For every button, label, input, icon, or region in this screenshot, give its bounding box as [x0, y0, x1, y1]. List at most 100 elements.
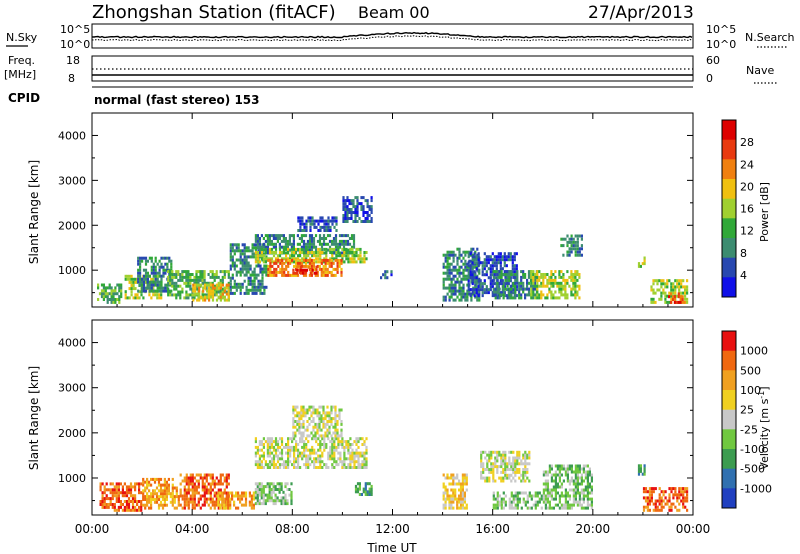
- heatmap-cell: [500, 278, 503, 282]
- heatmap-cell: [498, 287, 501, 291]
- heatmap-cell: [347, 451, 350, 455]
- heatmap-cell: [105, 488, 108, 492]
- heatmap-cell: [146, 259, 149, 263]
- heatmap-cell: [156, 296, 159, 300]
- heatmap-cell: [117, 500, 120, 503]
- heatmap-cell: [256, 499, 259, 503]
- heatmap-cell: [654, 487, 657, 491]
- heatmap-cell: [578, 491, 581, 495]
- heatmap-cell: [291, 445, 294, 449]
- heatmap-cell: [477, 285, 480, 289]
- heatmap-cell: [296, 428, 299, 432]
- heatmap-cell: [233, 267, 236, 271]
- heatmap-cell: [274, 451, 278, 455]
- heatmap-cell: [448, 283, 451, 287]
- heatmap-cell: [552, 278, 555, 282]
- heatmap-cell: [300, 234, 303, 238]
- heatmap-cell: [248, 503, 251, 507]
- heatmap-cell: [219, 503, 222, 507]
- heatmap-cell: [590, 485, 593, 489]
- heatmap-cell: [261, 273, 264, 277]
- heatmap-cell: [574, 278, 577, 282]
- heatmap-cell: [270, 493, 273, 497]
- heatmap-cell: [536, 284, 539, 288]
- heatmap-cell: [558, 497, 561, 501]
- heatmap-cell: [488, 468, 491, 471]
- heatmap-cell: [527, 287, 531, 291]
- heatmap-cell: [130, 280, 133, 284]
- heatmap-cell: [522, 497, 525, 501]
- heatmap-cell: [351, 466, 354, 469]
- heatmap-cell: [197, 503, 200, 507]
- heatmap-cell: [674, 487, 677, 491]
- heatmap-cell: [269, 273, 272, 277]
- heatmap-cell: [319, 260, 322, 264]
- heatmap-cell: [225, 476, 228, 480]
- heatmap-cell: [227, 289, 230, 293]
- heatmap-cell: [461, 479, 464, 483]
- heatmap-cell: [576, 247, 579, 251]
- power-colorbar-label: Power [dB]: [758, 182, 771, 242]
- heatmap-cell: [674, 505, 677, 509]
- heatmap-cell: [138, 290, 141, 294]
- heatmap-cell: [580, 234, 583, 238]
- heatmap-cell: [334, 408, 337, 412]
- heatmap-cell: [167, 281, 170, 285]
- heatmap-cell: [490, 462, 493, 466]
- heatmap-cell: [341, 445, 344, 449]
- heatmap-cell: [211, 476, 214, 480]
- heatmap-cell: [199, 473, 202, 477]
- heatmap-cell: [164, 289, 167, 293]
- heatmap-cell: [140, 508, 143, 512]
- heatmap-cell: [370, 205, 373, 209]
- heatmap-cell: [148, 480, 151, 484]
- heatmap-cell: [148, 495, 151, 499]
- heatmap-cell: [340, 234, 344, 238]
- heatmap-cell: [460, 286, 463, 290]
- heatmap-cell: [325, 443, 328, 446]
- heatmap-cell: [590, 488, 593, 492]
- heatmap-cell: [524, 473, 527, 477]
- heatmap-cell: [564, 281, 567, 285]
- heatmap-cell: [544, 497, 547, 501]
- heatmap-cell: [515, 252, 518, 256]
- heatmap-cell: [326, 270, 329, 274]
- heatmap-cell: [239, 282, 242, 286]
- heatmap-cell: [296, 411, 299, 415]
- heatmap-cell: [280, 496, 283, 500]
- heatmap-cell: [223, 289, 226, 293]
- heatmap-cell: [204, 283, 207, 287]
- heatmap-cell: [524, 500, 527, 504]
- heatmap-cell: [336, 245, 340, 249]
- heatmap-cell: [278, 247, 282, 251]
- heatmap-cell: [123, 482, 126, 486]
- heatmap-cell: [336, 264, 339, 268]
- heatmap-cell: [674, 490, 677, 494]
- heatmap-cell: [590, 497, 593, 501]
- heatmap-cell: [311, 268, 314, 272]
- heatmap-cell: [254, 445, 257, 449]
- heatmap-cell: [309, 219, 312, 223]
- heatmap-cell: [562, 273, 565, 276]
- heatmap-cell: [104, 292, 107, 296]
- heatmap-cell: [266, 445, 269, 449]
- heatmap-cell: [358, 484, 361, 488]
- heatmap-cell: [284, 242, 287, 246]
- heatmap-cell: [158, 259, 161, 263]
- heatmap-cell: [518, 293, 521, 297]
- heatmap-cell: [308, 258, 311, 262]
- heatmap-cell: [548, 488, 551, 492]
- heatmap-cell: [97, 286, 100, 290]
- heatmap-cell: [302, 242, 306, 246]
- heatmap-cell: [474, 265, 477, 269]
- heatmap-cell: [481, 294, 484, 298]
- heatmap-cell: [268, 437, 272, 441]
- heatmap-cell: [532, 494, 535, 498]
- heatmap-cell: [317, 437, 320, 441]
- colorbar-tick-label: -500: [740, 463, 765, 476]
- heatmap-cell: [247, 261, 250, 265]
- heatmap-cell: [250, 500, 253, 504]
- heatmap-cell: [465, 482, 468, 486]
- heatmap-cell: [161, 506, 165, 510]
- heatmap-cell: [127, 497, 131, 501]
